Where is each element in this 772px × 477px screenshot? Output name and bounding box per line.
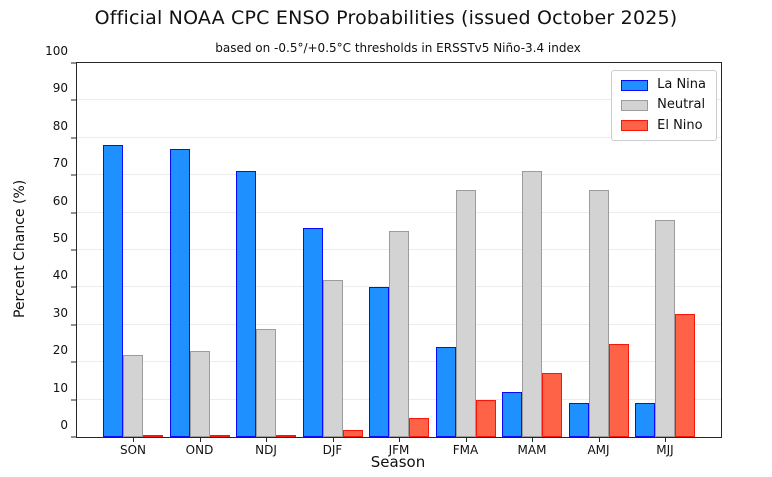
plot-area: 0 10 20 30 40 50 60 70 80 90 100 SON OND NDJ DJF JFM FM… xyxy=(45,45,722,456)
y-tick-label: 100 xyxy=(45,44,68,58)
x-tick-mark xyxy=(665,437,666,442)
chart-subtitle: based on -0.5°/+0.5°C thresholds in ERSS… xyxy=(215,41,581,55)
bar-la-nina-son xyxy=(103,145,123,437)
y-tick-label: 90 xyxy=(52,81,68,96)
y-tick-label: 40 xyxy=(52,268,68,283)
legend-swatch-el-nino xyxy=(621,120,649,132)
y-tick-mark xyxy=(71,324,76,326)
bar-la-nina-fma xyxy=(435,347,456,437)
chart-title: Official NOAA CPC ENSO Probabilities (is… xyxy=(94,7,678,29)
x-tick-label-mjj: MJJ xyxy=(656,443,674,457)
x-tick-mark xyxy=(133,437,134,442)
bar-el-nino-ndj xyxy=(276,435,296,437)
bar-la-nina-ond xyxy=(169,149,190,437)
y-tick-mark xyxy=(71,436,76,438)
y-tick-mark xyxy=(71,286,76,288)
bar-group-mjj: MJJ xyxy=(635,63,695,456)
x-tick-label-djf: DJF xyxy=(322,443,343,457)
bar-neutral-fma xyxy=(455,190,476,437)
gridline xyxy=(77,136,721,138)
x-tick-label-jfm: JFM xyxy=(388,443,410,457)
bar-group-ond: OND xyxy=(169,63,230,456)
legend-label-la-nina: La Nina xyxy=(657,77,706,92)
x-tick-label-fma: FMA xyxy=(452,443,479,457)
bar-el-nino-djf xyxy=(342,429,363,437)
bar-group-son: SON xyxy=(103,63,163,456)
x-tick-label-ond: OND xyxy=(185,443,214,457)
bar-el-nino-amj xyxy=(608,343,629,437)
y-tick-label: 0 xyxy=(60,418,68,432)
y-tick-mark xyxy=(71,99,76,101)
bar-la-nina-mjj xyxy=(635,403,655,437)
bar-group-amj: AMJ xyxy=(568,63,629,456)
legend-entry-el-nino: El Nino xyxy=(621,117,706,133)
gridline xyxy=(77,99,721,101)
legend: La Nina Neutral El Nino xyxy=(611,70,717,141)
bar-group-jfm: JFM xyxy=(369,63,429,456)
y-tick-mark xyxy=(71,212,76,214)
x-tick-mark xyxy=(266,437,267,442)
bar-group-djf: DJF xyxy=(302,63,363,456)
bar-el-nino-son xyxy=(143,435,163,437)
x-tick-label-amj: AMJ xyxy=(587,443,610,457)
bar-neutral-ond xyxy=(189,350,210,437)
x-tick-mark xyxy=(199,437,201,442)
x-axis-label: Season xyxy=(370,453,426,471)
bar-neutral-mjj xyxy=(655,220,675,437)
legend-label-el-nino: El Nino xyxy=(657,117,703,133)
legend-entry-la-nina: La Nina xyxy=(621,77,706,92)
legend-label-neutral: Neutral xyxy=(657,97,706,113)
bar-group-fma: FMA xyxy=(435,63,496,456)
y-tick-label: 30 xyxy=(52,305,68,320)
x-tick-label-ndj: NDJ xyxy=(255,443,277,457)
x-tick-mark xyxy=(399,437,400,442)
y-tick-label: 10 xyxy=(52,380,68,395)
bar-la-nina-djf xyxy=(302,227,323,437)
bar-la-nina-ndj xyxy=(236,171,256,437)
bar-neutral-ndj xyxy=(256,328,276,437)
legend-entry-neutral: Neutral xyxy=(621,97,706,113)
y-tick-mark xyxy=(71,399,76,401)
bar-neutral-son xyxy=(123,354,143,437)
y-axis-label: Percent Chance (%) xyxy=(12,179,28,319)
bar-la-nina-amj xyxy=(568,403,589,437)
y-tick-mark xyxy=(71,174,76,176)
x-tick-mark xyxy=(465,437,467,442)
bar-el-nino-mam xyxy=(542,373,562,437)
y-tick-mark xyxy=(71,361,76,363)
bar-neutral-mam xyxy=(522,171,542,437)
bar-el-nino-jfm xyxy=(409,418,429,437)
y-tick-label: 70 xyxy=(52,156,68,171)
x-tick-label-mam: MAM xyxy=(517,443,547,457)
bar-neutral-djf xyxy=(322,279,343,437)
y-tick-label: 60 xyxy=(52,193,68,208)
x-tick-mark xyxy=(332,437,334,442)
y-tick-mark xyxy=(71,137,76,139)
bar-group-mam: MAM xyxy=(502,63,562,456)
gridline xyxy=(77,174,721,176)
x-tick-mark xyxy=(598,437,600,442)
bar-group-ndj: NDJ xyxy=(236,63,296,456)
y-tick-mark xyxy=(71,249,76,251)
legend-swatch-la-nina xyxy=(621,79,649,91)
y-tick-label: 80 xyxy=(52,118,68,133)
y-tick-mark xyxy=(71,62,76,64)
y-tick-label: 20 xyxy=(52,343,68,358)
y-tick-label: 50 xyxy=(52,231,68,245)
bar-el-nino-fma xyxy=(475,399,496,437)
bar-neutral-amj xyxy=(588,190,609,437)
legend-swatch-neutral xyxy=(621,99,649,111)
gridline xyxy=(77,211,721,213)
bar-groups: SON OND NDJ DJF JFM FMA MAM AMJ MJJ xyxy=(77,63,721,456)
bar-el-nino-ond xyxy=(209,435,230,437)
bar-la-nina-jfm xyxy=(369,287,389,437)
bar-neutral-jfm xyxy=(389,231,409,437)
x-tick-mark xyxy=(532,437,533,442)
bar-el-nino-mjj xyxy=(675,313,695,437)
bar-la-nina-mam xyxy=(502,392,522,437)
x-tick-label-son: SON xyxy=(119,443,147,457)
